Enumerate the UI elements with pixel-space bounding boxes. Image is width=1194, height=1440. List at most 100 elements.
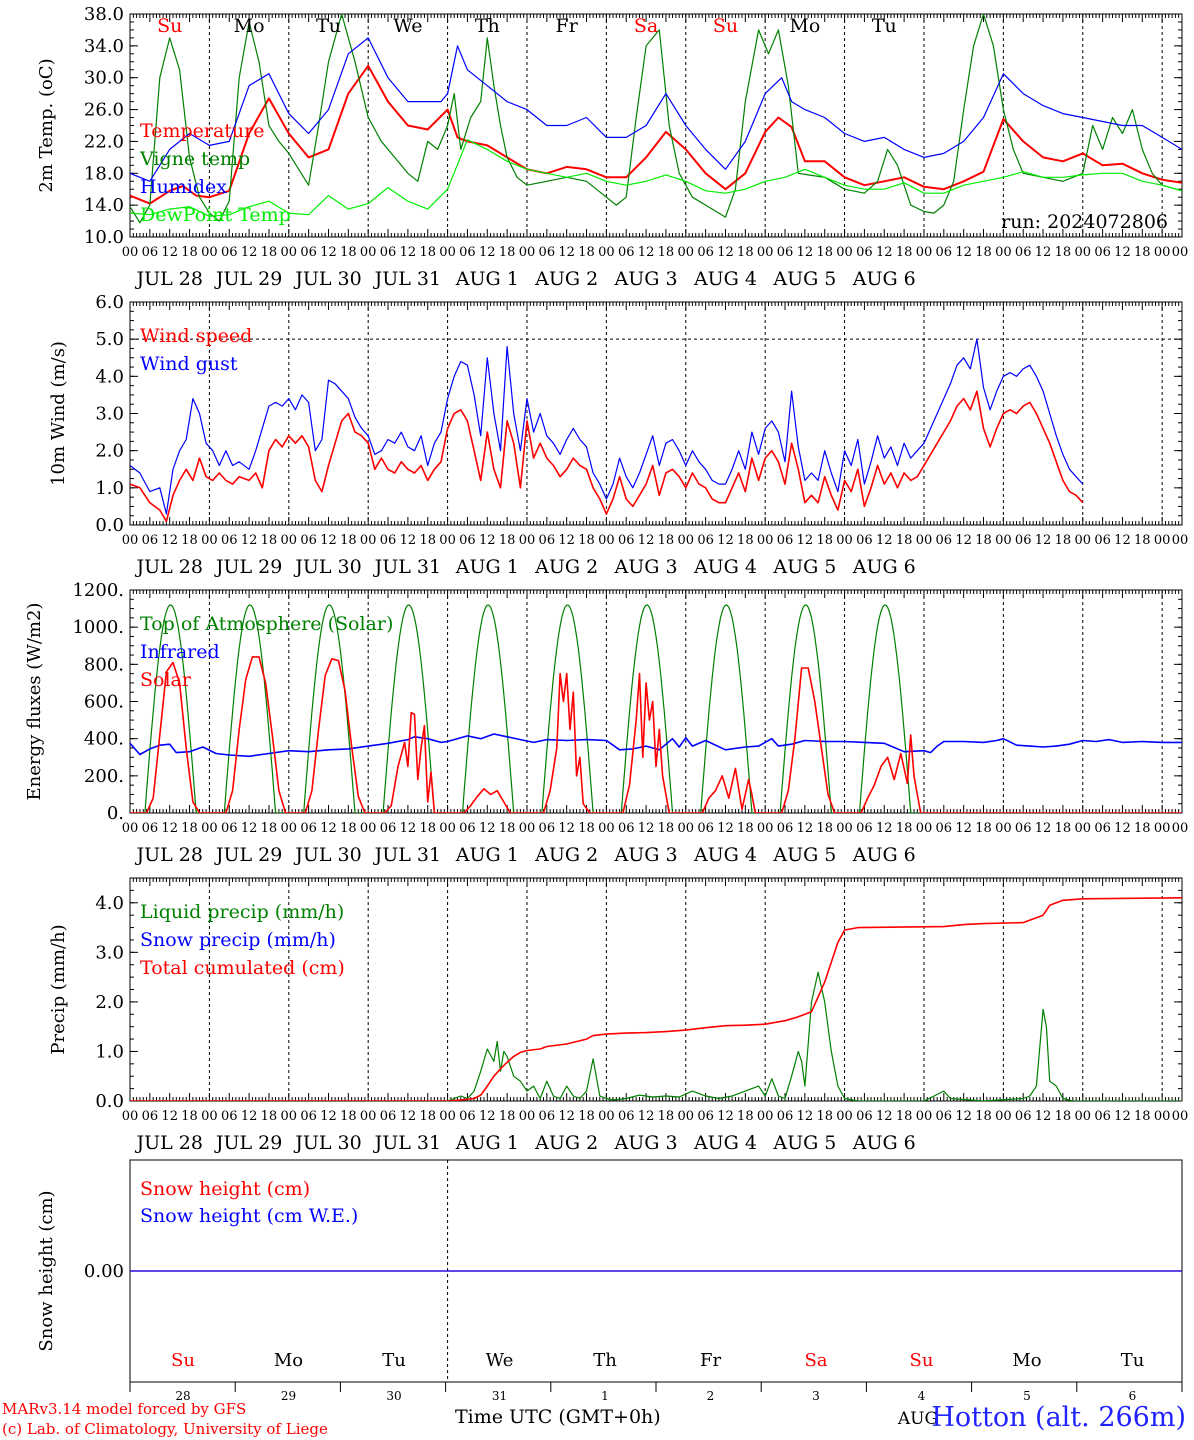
hour-tick-label: 12: [320, 821, 337, 836]
hour-tick-label: 00: [1074, 821, 1091, 836]
hour-tick-label: 18: [419, 1109, 436, 1124]
hour-tick-label: 12: [717, 1109, 734, 1124]
series-line: [130, 338, 1084, 515]
weekday-label: Mo: [234, 15, 265, 37]
date-label: AUG 2: [534, 844, 598, 866]
date-label: JUL 30: [293, 844, 361, 866]
hour-tick-label: 12: [876, 245, 893, 260]
hour-tick-label: 18: [1134, 245, 1151, 260]
legend-entry: Temperature: [140, 120, 264, 142]
hour-tick-label: 06: [618, 245, 635, 260]
day-number: 3: [812, 1389, 820, 1403]
hour-tick-label: 00: [1154, 533, 1171, 548]
hour-tick-label: 12: [955, 245, 972, 260]
hour-tick-label: 00: [519, 533, 536, 548]
weekday-label: Su: [157, 15, 182, 37]
hour-tick-label: 00: [678, 1109, 695, 1124]
hour-tick-label: 18: [658, 821, 675, 836]
hour-tick-label: 18: [340, 821, 357, 836]
legend-entry: Top of Atmosphere (Solar): [140, 613, 393, 635]
y-axis-label: 2m Temp. (oC): [36, 58, 57, 192]
date-label: AUG 4: [693, 1132, 757, 1154]
y-tick-label: 30.0: [84, 68, 124, 89]
weekday-label: Th: [475, 15, 500, 37]
hour-tick-label: 18: [261, 821, 278, 836]
series-line: [130, 604, 923, 813]
day-number: 28: [175, 1389, 190, 1403]
hour-tick-label: 06: [856, 533, 873, 548]
hour-tick-label: 18: [737, 245, 754, 260]
hour-tick-label: 00: [439, 533, 456, 548]
y-tick-label: 1.0: [95, 478, 124, 499]
hour-tick-label: 00: [439, 245, 456, 260]
y-tick-label: 10.0: [84, 227, 124, 248]
hour-tick-label: 18: [181, 533, 198, 548]
hour-tick-label: 00: [201, 533, 218, 548]
legend-entry: Infrared: [140, 641, 220, 663]
hour-tick-label: 12: [1035, 821, 1052, 836]
hour-tick-label: 00: [598, 533, 615, 548]
hour-tick-label: 18: [419, 245, 436, 260]
hour-tick-label: 06: [856, 245, 873, 260]
hour-tick-label: 06: [1094, 1109, 1111, 1124]
hour-tick-label: 18: [658, 533, 675, 548]
date-label: AUG 2: [534, 268, 598, 290]
y-axis-label: Precip (mm/h): [48, 924, 69, 1054]
hour-tick-label: 06: [697, 533, 714, 548]
hour-tick-label: 12: [558, 821, 575, 836]
hour-tick-label: 06: [936, 1109, 953, 1124]
hour-tick-label: 12: [638, 245, 655, 260]
weekday-label: Sa: [804, 1350, 827, 1371]
hour-tick-label: 06: [618, 533, 635, 548]
hour-tick-label: 00: [1154, 821, 1171, 836]
hour-tick-label: 00: [360, 245, 377, 260]
weekday-label: Mo: [1012, 1350, 1041, 1371]
lab-credit: (c) Lab. of Climatology, University of L…: [2, 1420, 328, 1438]
legend-entry: DewPoint Temp: [140, 204, 291, 226]
date-label: JUL 30: [293, 1132, 361, 1154]
date-label: JUL 28: [134, 268, 202, 290]
hour-tick-label: 00: [1154, 245, 1171, 260]
hour-tick-label: 00: [439, 821, 456, 836]
hour-tick-label: 00: [122, 533, 139, 548]
hour-tick-label: 06: [777, 1109, 794, 1124]
hour-tick-label: 00: [836, 533, 853, 548]
hour-tick-label: 00: [439, 1109, 456, 1124]
day-number: 1: [601, 1389, 609, 1403]
hour-tick-label: 18: [896, 1109, 913, 1124]
hour-tick-label: 00: [678, 245, 695, 260]
hour-tick-label: 18: [975, 245, 992, 260]
hour-tick-label: 18: [816, 821, 833, 836]
hour-tick-label: 18: [975, 1109, 992, 1124]
hour-tick-label: 00: [836, 821, 853, 836]
hour-tick-label: 00: [281, 245, 298, 260]
hour-tick-label: 06: [777, 821, 794, 836]
y-tick-label: 2.0: [95, 992, 124, 1013]
hour-tick-label: 00: [360, 1109, 377, 1124]
hour-tick-label: 06: [300, 1109, 317, 1124]
legend-entry: Solar: [140, 669, 192, 691]
hour-tick-label: 18: [896, 533, 913, 548]
hour-tick-label: 12: [161, 821, 178, 836]
hour-tick-label: 06: [142, 533, 159, 548]
hour-tick-label: 18: [261, 245, 278, 260]
hour-tick-label: 06: [539, 1109, 556, 1124]
date-label: JUL 29: [214, 268, 282, 290]
hour-tick-label: 18: [1134, 533, 1151, 548]
series-group: [130, 338, 1084, 523]
hour-tick-label: 18: [1055, 245, 1072, 260]
y-tick-label: 1.0: [95, 1041, 124, 1062]
station-label: Hotton (alt. 266m): [931, 1402, 1186, 1433]
hour-tick-label: 18: [896, 245, 913, 260]
hour-tick-label: 12: [717, 533, 734, 548]
hour-tick-label: 18: [816, 245, 833, 260]
hour-tick-label: 18: [816, 533, 833, 548]
series-group: [130, 14, 1182, 224]
date-label: AUG 6: [852, 844, 916, 866]
y-tick-label: 6.0: [95, 292, 124, 313]
series-line: [130, 971, 1182, 1101]
date-label: AUG 5: [772, 556, 836, 578]
weekday-label: Mo: [789, 15, 820, 37]
y-tick-label: 1000.: [72, 617, 124, 638]
legend-entry: Wind speed: [140, 325, 252, 347]
